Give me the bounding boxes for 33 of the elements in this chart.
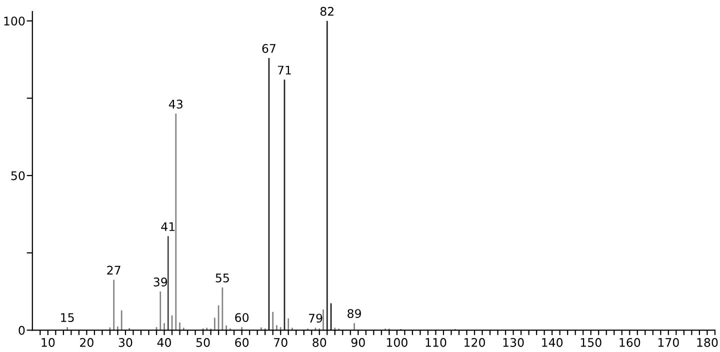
x-tick-label: 100 <box>386 338 408 347</box>
x-tick-label: 40 <box>157 338 171 347</box>
annotation: 60 <box>235 313 249 322</box>
annotation: 15 <box>61 313 74 322</box>
annotation: 89 <box>348 309 361 318</box>
annotation: 82 <box>320 6 334 16</box>
y-tick-label: 100 <box>4 16 25 26</box>
x-tick-label: 110 <box>426 338 446 347</box>
y-tick-label: 50 <box>11 171 25 180</box>
x-tick-label: 60 <box>235 338 249 347</box>
annotation: 27 <box>107 266 120 275</box>
x-tick-label: 120 <box>464 338 485 347</box>
x-tick-label: 70 <box>274 338 288 347</box>
annotation: 67 <box>262 44 276 53</box>
annotation: 39 <box>154 278 168 286</box>
x-tick-label: 160 <box>620 338 640 347</box>
annotation: 43 <box>168 100 182 109</box>
annotation: 79 <box>308 314 322 323</box>
x-tick-label: 80 <box>312 338 326 347</box>
x-tick-label: 150 <box>580 338 602 347</box>
x-tick-label: 10 <box>42 338 55 347</box>
annotation: 55 <box>216 274 229 282</box>
x-tick-label: 30 <box>118 338 132 347</box>
x-tick-label: 180 <box>697 338 718 347</box>
annotation: 71 <box>278 66 291 74</box>
x-tick-label: 90 <box>351 338 365 347</box>
x-tick-label: 130 <box>503 338 524 347</box>
x-tick-label: 170 <box>658 338 679 347</box>
x-tick-label: 50 <box>196 338 210 347</box>
x-tick-label: 20 <box>80 338 94 347</box>
y-tick-label: 0 <box>18 326 25 335</box>
annotation: 41 <box>161 222 175 231</box>
x-tick-label: 140 <box>542 338 563 347</box>
